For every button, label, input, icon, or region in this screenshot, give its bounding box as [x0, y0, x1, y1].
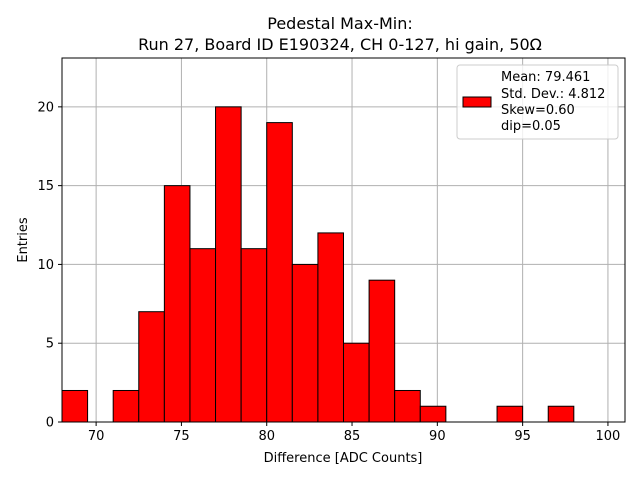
- x-tick-label: 70: [88, 429, 105, 444]
- legend-box: [456, 64, 619, 140]
- legend-line-skew: Skew=0.60: [501, 103, 575, 118]
- x-tick-label: 75: [173, 429, 190, 444]
- histogram-bar: [240, 248, 268, 423]
- y-axis-label: Entries: [16, 217, 31, 263]
- histogram-bar: [368, 279, 396, 423]
- legend-line-std-dev: Std. Dev.: 4.812: [501, 87, 605, 102]
- y-tick-label: 5: [46, 337, 54, 352]
- histogram-bar: [163, 185, 191, 423]
- histogram-bar: [215, 106, 242, 423]
- histogram-bars: [61, 106, 575, 423]
- legend: Mean: 79.461 Std. Dev.: 4.812 Skew=0.60 …: [456, 64, 619, 140]
- legend-line-mean: Mean: 79.461: [501, 70, 590, 85]
- x-tick-label: 85: [344, 429, 361, 444]
- legend-line-dip: dip=0.05: [501, 119, 561, 134]
- x-tick-label: 95: [514, 429, 531, 444]
- histogram-bar: [496, 405, 524, 423]
- histogram-bar: [138, 311, 165, 423]
- legend-swatch: [462, 96, 492, 108]
- y-tick-label: 10: [37, 258, 54, 273]
- histogram-bar: [189, 248, 217, 423]
- x-axis-label: Difference [ADC Counts]: [264, 451, 423, 466]
- plot-area-frame: [61, 57, 626, 423]
- histogram-bar: [266, 122, 293, 423]
- histogram-bar: [291, 263, 319, 423]
- y-tick-label: 15: [37, 179, 54, 194]
- histogram-bar: [394, 389, 421, 423]
- histogram-bar: [61, 389, 89, 423]
- histogram-bar: [419, 405, 447, 423]
- histogram-bar: [547, 405, 575, 423]
- chart-title-line-1: Pedestal Max-Min:: [267, 14, 413, 33]
- y-tick-label: 20: [37, 100, 54, 115]
- x-tick-label: 90: [429, 429, 446, 444]
- x-tick-label: 100: [596, 429, 621, 444]
- x-tick-label: 80: [258, 429, 275, 444]
- y-axis-ticks: 0 5 10 15 20: [37, 100, 62, 431]
- histogram-bar: [343, 342, 370, 423]
- x-axis-ticks: 70 75 80 85 90 95 100: [88, 422, 621, 444]
- histogram-bar: [317, 232, 344, 423]
- histogram-bar: [112, 389, 140, 423]
- y-tick-label: 0: [46, 416, 54, 431]
- chart-title-line-2: Run 27, Board ID E190324, CH 0-127, hi g…: [138, 35, 542, 54]
